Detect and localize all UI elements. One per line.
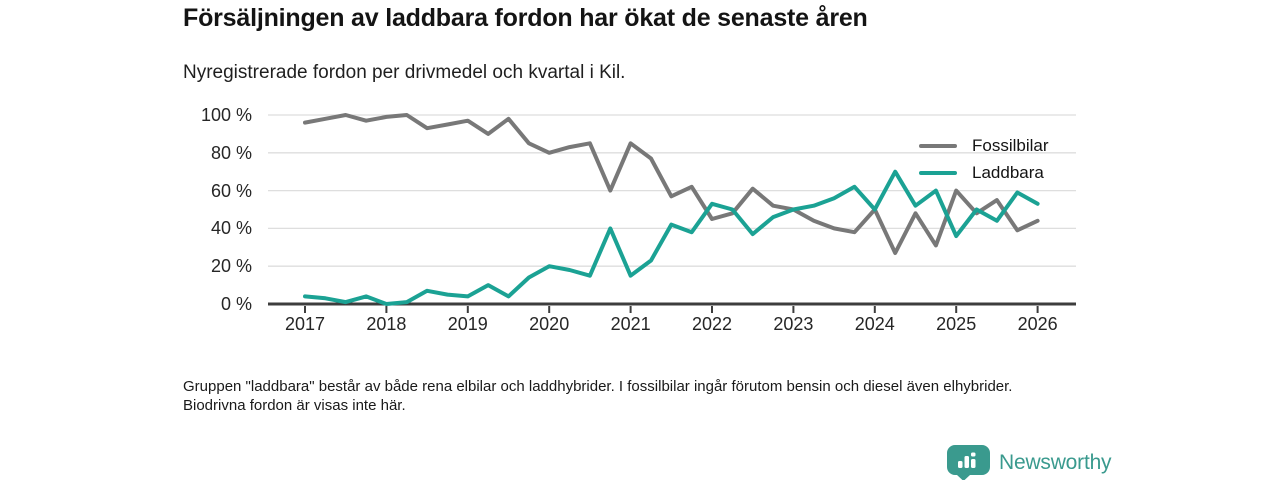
x-axis-label: 2017 [284,314,326,334]
x-axis-label: 2020 [529,314,570,334]
chart-footnote: Gruppen "laddbara" består av både rena e… [183,378,1013,414]
line-plot [268,113,1076,313]
chart-subtitle: Nyregistrerade fordon per drivmedel och … [183,62,626,83]
y-axis-label: 20 % [210,256,252,277]
laddbara-line-swatch [919,170,957,175]
x-axis-label: 2019 [447,314,488,334]
x-axis-label: 2026 [1017,314,1058,334]
series-line-laddbara [303,169,1040,306]
newsworthy-logo: Newsworthy [946,444,1112,480]
x-axis-label: 2024 [854,314,895,334]
newsworthy-logo-icon [947,445,990,480]
legend-label-fossilbilar: Fossilbilar [972,135,1049,155]
chart-title: Försäljningen av laddbara fordon har öka… [183,4,868,32]
x-axis-label: 2018 [366,314,407,334]
fossilbilar-line-swatch [919,143,957,148]
newsworthy-logo-text: Newsworthy [999,450,1112,474]
y-axis-label: 0 % [220,294,252,314]
x-axis-label: 2023 [773,314,814,334]
x-axis-label: 2025 [936,314,977,334]
legend-item-laddbara: Laddbara [919,159,1049,186]
x-axis-label: 2022 [691,314,733,334]
x-axis-label: 2021 [610,314,651,334]
legend-item-fossilbilar: Fossilbilar [919,132,1049,159]
chart-legend: Fossilbilar Laddbara [919,132,1049,186]
y-axis-label: 40 % [210,218,252,239]
y-axis-label: 80 % [210,142,252,163]
y-axis-label: 100 % [200,105,252,125]
legend-label-laddbara: Laddbara [972,162,1044,182]
y-axis-label: 60 % [210,180,252,201]
chart-area: 0 % 20 % 40 % 60 % 80 % 100 % 2017 2018 2019 2020… [200,105,1076,334]
series-line-fossilbilar [303,113,1040,255]
